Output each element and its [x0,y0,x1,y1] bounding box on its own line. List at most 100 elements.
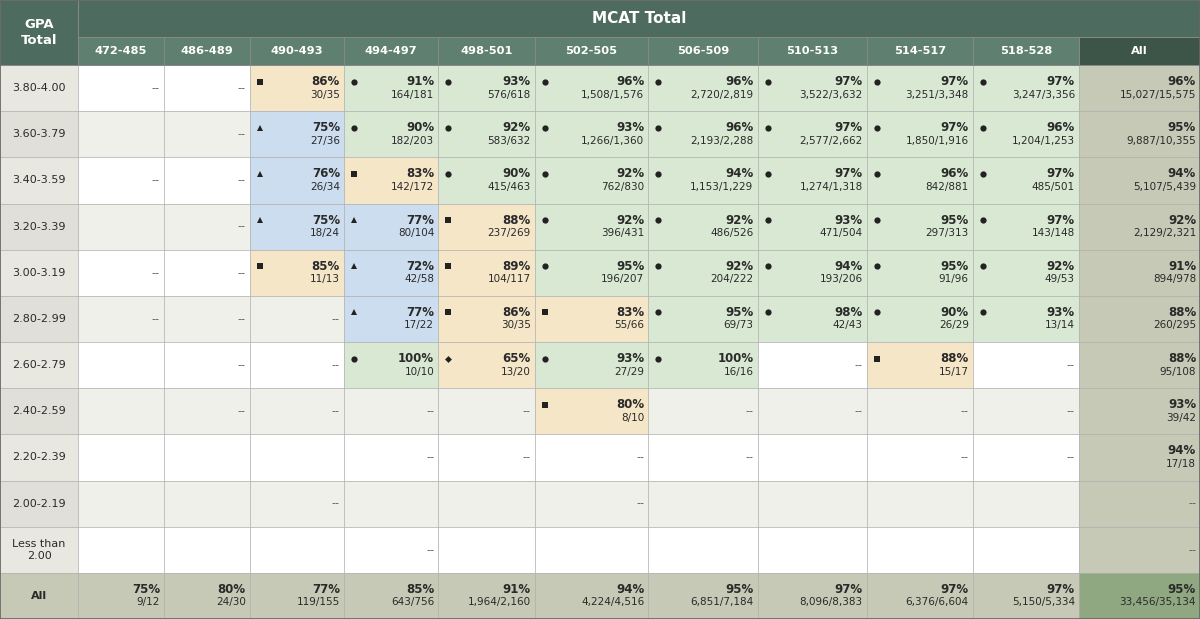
Text: --: -- [961,452,968,462]
Text: --: -- [745,452,754,462]
Text: 97%: 97% [1046,167,1075,180]
Text: 2,720/2,819: 2,720/2,819 [690,90,754,100]
Bar [164,527,250,573]
Text: 27/29: 27/29 [614,366,644,376]
Text: --: -- [523,452,530,462]
Bar [344,157,438,204]
Bar [250,480,344,527]
Text: --: -- [238,314,246,324]
Text: 75%: 75% [312,214,340,227]
Text: --: -- [636,452,644,462]
Bar [757,527,866,573]
Bar [866,435,973,480]
Text: 2.60-2.79: 2.60-2.79 [12,360,66,370]
Bar [78,111,164,157]
Text: 72%: 72% [407,260,434,273]
Bar [78,296,164,342]
Text: 237/269: 237/269 [487,228,530,238]
Text: 260/295: 260/295 [1153,321,1196,331]
Text: 182/203: 182/203 [391,136,434,145]
Bar [164,435,250,480]
Bar [1079,573,1200,619]
Bar [973,157,1079,204]
Text: 95%: 95% [1168,121,1196,134]
Bar [757,573,866,619]
Bar [1079,527,1200,573]
Bar [1079,111,1200,157]
Bar [0,388,78,435]
Bar [1079,435,1200,480]
Text: 75%: 75% [312,121,340,134]
Text: --: -- [238,222,246,232]
Text: 42/58: 42/58 [404,274,434,284]
Bar [1079,342,1200,388]
Text: 97%: 97% [1046,583,1075,596]
Text: 75%: 75% [132,583,160,596]
Text: 95%: 95% [941,260,968,273]
Text: --: -- [961,406,968,416]
Text: 97%: 97% [835,75,863,88]
Bar [535,388,648,435]
Text: 97%: 97% [835,167,863,180]
Bar [78,342,164,388]
Text: 95%: 95% [725,583,754,596]
Text: 142/172: 142/172 [391,182,434,192]
Text: 97%: 97% [941,75,968,88]
Bar [250,573,344,619]
Text: 11/13: 11/13 [310,274,340,284]
Text: 42/43: 42/43 [833,321,863,331]
Text: 13/20: 13/20 [500,366,530,376]
Text: 93%: 93% [1046,306,1075,319]
Bar [535,296,648,342]
Bar [973,527,1079,573]
Text: 193/206: 193/206 [820,274,863,284]
Text: 95%: 95% [1168,583,1196,596]
Bar [973,65,1079,111]
Bar [757,480,866,527]
Text: 91/96: 91/96 [938,274,968,284]
Bar [648,37,757,65]
Bar [535,480,648,527]
Text: 97%: 97% [1046,75,1075,88]
Text: --: -- [332,406,340,416]
Text: 16/16: 16/16 [724,366,754,376]
Text: 93%: 93% [835,214,863,227]
Text: 30/35: 30/35 [310,90,340,100]
Text: 3.20-3.39: 3.20-3.39 [12,222,66,232]
Text: 96%: 96% [1046,121,1075,134]
Text: 1,508/1,576: 1,508/1,576 [581,90,644,100]
Text: 89%: 89% [503,260,530,273]
Text: 576/618: 576/618 [487,90,530,100]
Bar [1079,296,1200,342]
Text: 76%: 76% [312,167,340,180]
Text: 93%: 93% [616,352,644,365]
Text: --: -- [152,314,160,324]
Bar [757,388,866,435]
Bar [648,204,757,249]
Bar [648,388,757,435]
Text: 80%: 80% [217,583,246,596]
Bar [866,388,973,435]
Bar [0,249,78,296]
Bar [164,296,250,342]
Text: --: -- [332,498,340,509]
Text: 30/35: 30/35 [500,321,530,331]
Text: 506-509: 506-509 [677,46,728,56]
Bar [344,480,438,527]
Bar [866,527,973,573]
Text: 88%: 88% [941,352,968,365]
Bar [757,111,866,157]
Bar [164,480,250,527]
Bar [535,111,648,157]
Text: 894/978: 894/978 [1153,274,1196,284]
Bar [344,37,438,65]
Text: 762/830: 762/830 [601,182,644,192]
Bar [866,573,973,619]
Text: 97%: 97% [941,121,968,134]
Bar [250,435,344,480]
Text: 1,204/1,253: 1,204/1,253 [1012,136,1075,145]
Text: 486-489: 486-489 [180,46,233,56]
Text: --: -- [1188,545,1196,555]
Bar [344,573,438,619]
Bar [438,65,535,111]
